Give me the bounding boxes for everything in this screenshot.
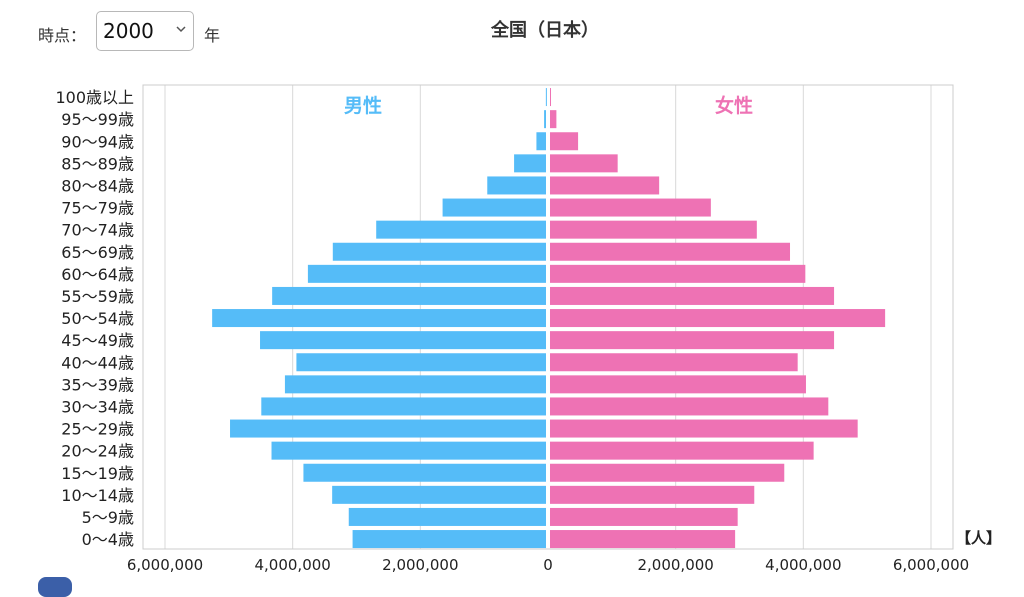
bar-female[interactable] xyxy=(550,132,579,151)
bar-male[interactable] xyxy=(332,485,546,504)
x-tick-label: 0 xyxy=(543,556,553,574)
population-pyramid-chart: 100歳以上 95〜99歳 90〜94歳 85〜89歳 80〜84歳 75〜79歳 70〜7… xyxy=(55,84,1001,574)
bar-male[interactable] xyxy=(272,286,546,305)
chart-controls: 時点： 2000 年 xyxy=(0,0,1024,64)
plot-frame xyxy=(142,84,954,550)
page-button[interactable] xyxy=(38,577,72,597)
bar-female[interactable] xyxy=(550,198,711,217)
bar-female[interactable] xyxy=(550,530,736,549)
bar-male[interactable] xyxy=(544,110,546,129)
bar-male[interactable] xyxy=(271,441,546,460)
bar-female[interactable] xyxy=(550,176,660,195)
age-group-label: 70〜74歳 xyxy=(61,221,134,240)
age-group-label: 30〜34歳 xyxy=(61,397,134,416)
age-group-label: 100歳以上 xyxy=(55,88,134,107)
bar-female[interactable] xyxy=(550,309,886,328)
x-tick-label: 2,000,000 xyxy=(382,556,458,574)
chart-title: 全国（日本） xyxy=(491,20,599,41)
bar-male[interactable] xyxy=(352,530,546,549)
age-group-label: 80〜84歳 xyxy=(61,176,134,195)
age-group-label: 20〜24歳 xyxy=(61,442,134,461)
x-tick-label: 6,000,000 xyxy=(893,556,969,574)
age-group-labels: 100歳以上 95〜99歳 90〜94歳 85〜89歳 80〜84歳 75〜79歳 70〜7… xyxy=(55,88,134,549)
unit-label: 【人】 xyxy=(956,529,1001,547)
age-group-label: 85〜89歳 xyxy=(61,154,134,173)
bar-male[interactable] xyxy=(260,331,546,350)
bar-female[interactable] xyxy=(550,419,858,438)
bar-male[interactable] xyxy=(442,198,546,217)
age-group-label: 25〜29歳 xyxy=(61,420,134,439)
age-group-label: 60〜64歳 xyxy=(61,265,134,284)
bar-male[interactable] xyxy=(284,375,546,394)
age-group-label: 55〜59歳 xyxy=(61,287,134,306)
age-group-label: 40〜44歳 xyxy=(61,353,134,372)
bar-male[interactable] xyxy=(545,88,547,107)
bar-female[interactable] xyxy=(550,110,557,129)
bar-male[interactable] xyxy=(212,309,546,328)
bar-female[interactable] xyxy=(550,331,835,350)
bars xyxy=(212,88,886,549)
chevron-down-icon xyxy=(176,26,186,33)
bar-male[interactable] xyxy=(536,132,546,151)
bar-female[interactable] xyxy=(550,397,829,416)
time-label: 時点： xyxy=(38,26,87,45)
x-tick-labels: 6,000,000 4,000,000 2,000,000 0 2,000,000 4,0… xyxy=(127,556,969,574)
age-group-label: 75〜79歳 xyxy=(61,199,134,218)
bar-female[interactable] xyxy=(550,154,618,173)
age-group-label: 90〜94歳 xyxy=(61,132,134,151)
x-tick-label: 6,000,000 xyxy=(127,556,203,574)
legend-female: 女性 xyxy=(715,94,753,117)
x-tick-label: 4,000,000 xyxy=(765,556,841,574)
year-select[interactable]: 2000 xyxy=(96,11,194,51)
bar-male[interactable] xyxy=(261,397,546,416)
age-group-label: 95〜99歳 xyxy=(61,110,134,129)
age-group-label: 65〜69歳 xyxy=(61,243,134,262)
bar-female[interactable] xyxy=(550,507,738,526)
bar-male[interactable] xyxy=(230,419,546,438)
bar-female[interactable] xyxy=(550,220,757,239)
x-tick-label: 2,000,000 xyxy=(637,556,713,574)
age-group-label: 5〜9歳 xyxy=(82,508,134,527)
bar-female[interactable] xyxy=(550,242,791,261)
bar-female[interactable] xyxy=(550,88,551,107)
bar-male[interactable] xyxy=(307,264,546,283)
bar-female[interactable] xyxy=(550,286,835,305)
bar-male[interactable] xyxy=(303,463,546,482)
age-group-label: 0〜4歳 xyxy=(82,530,134,549)
x-tick-label: 4,000,000 xyxy=(254,556,330,574)
bar-male[interactable] xyxy=(487,176,546,195)
age-group-label: 10〜14歳 xyxy=(61,486,134,505)
year-select-value: 2000 xyxy=(103,19,154,43)
year-suffix-label: 年 xyxy=(204,26,221,45)
legend-male: 男性 xyxy=(344,94,382,117)
bar-male[interactable] xyxy=(332,242,546,261)
bar-female[interactable] xyxy=(550,264,806,283)
age-group-label: 50〜54歳 xyxy=(61,309,134,328)
age-group-label: 45〜49歳 xyxy=(61,331,134,350)
bar-female[interactable] xyxy=(550,375,806,394)
bar-female[interactable] xyxy=(550,485,755,504)
bar-female[interactable] xyxy=(550,463,785,482)
bar-male[interactable] xyxy=(376,220,546,239)
bar-male[interactable] xyxy=(514,154,546,173)
bar-female[interactable] xyxy=(550,353,798,372)
bar-male[interactable] xyxy=(348,507,546,526)
age-group-label: 15〜19歳 xyxy=(61,464,134,483)
age-group-label: 35〜39歳 xyxy=(61,375,134,394)
bar-female[interactable] xyxy=(550,441,814,460)
bar-male[interactable] xyxy=(296,353,546,372)
